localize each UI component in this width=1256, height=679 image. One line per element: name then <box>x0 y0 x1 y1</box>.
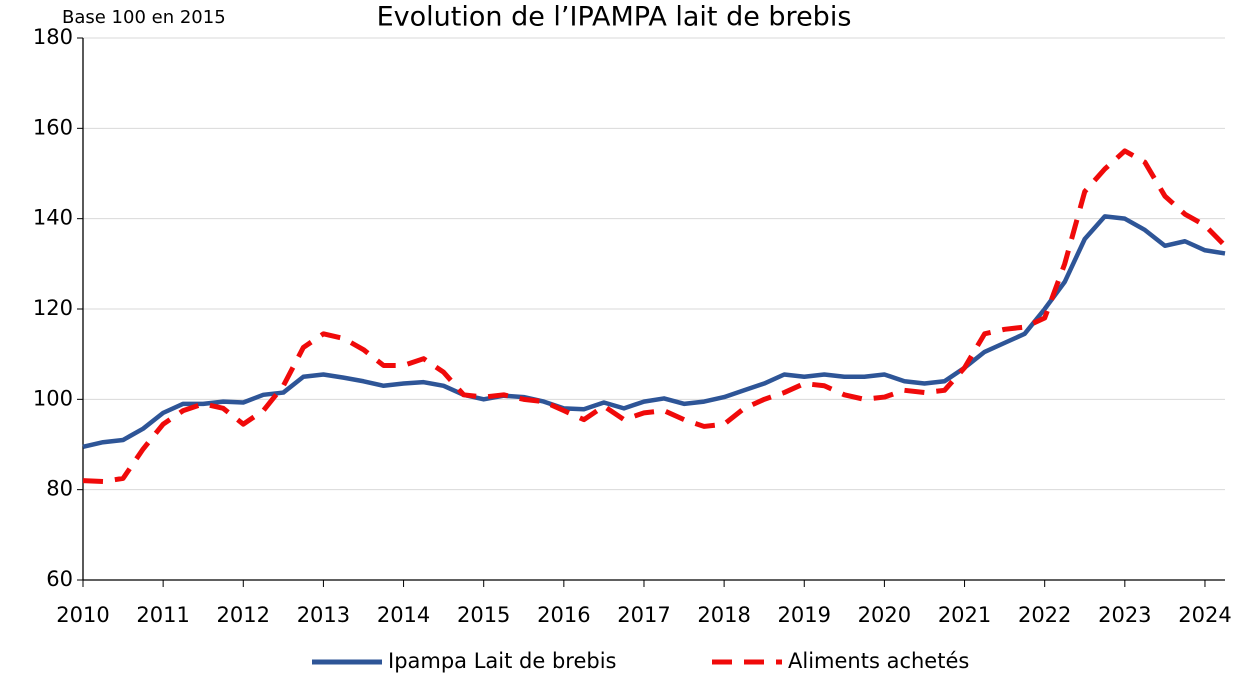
x-tick-label: 2023 <box>1098 603 1151 627</box>
y-tick-label: 80 <box>46 477 73 501</box>
y-tick-label: 120 <box>33 296 73 320</box>
y-tick-label: 60 <box>46 567 73 591</box>
y-tick-label: 160 <box>33 115 73 139</box>
legend-label: Aliments achetés <box>788 649 969 673</box>
y-tick-label: 140 <box>33 206 73 230</box>
x-tick-label: 2011 <box>136 603 189 627</box>
x-tick-label: 2020 <box>858 603 911 627</box>
x-tick-label: 2013 <box>297 603 350 627</box>
x-tick-label: 2015 <box>457 603 510 627</box>
legend-label: Ipampa Lait de brebis <box>388 649 617 673</box>
x-tick-label: 2012 <box>217 603 270 627</box>
x-tick-label: 2018 <box>697 603 750 627</box>
x-tick-label: 2017 <box>617 603 670 627</box>
x-tick-label: 2021 <box>938 603 991 627</box>
y-tick-label: 100 <box>33 386 73 410</box>
x-tick-label: 2019 <box>778 603 831 627</box>
chart-subtitle: Base 100 en 2015 <box>62 7 226 28</box>
x-tick-label: 2024 <box>1178 603 1231 627</box>
series-line <box>82 148 1227 485</box>
x-tick-label: 2014 <box>377 603 430 627</box>
x-tick-label: 2010 <box>56 603 109 627</box>
x-tick-label: 2022 <box>1018 603 1071 627</box>
y-tick-label: 180 <box>33 25 73 49</box>
chart-title: Evolution de l’IPAMPA lait de brebis <box>377 2 852 33</box>
x-tick-label: 2016 <box>537 603 590 627</box>
